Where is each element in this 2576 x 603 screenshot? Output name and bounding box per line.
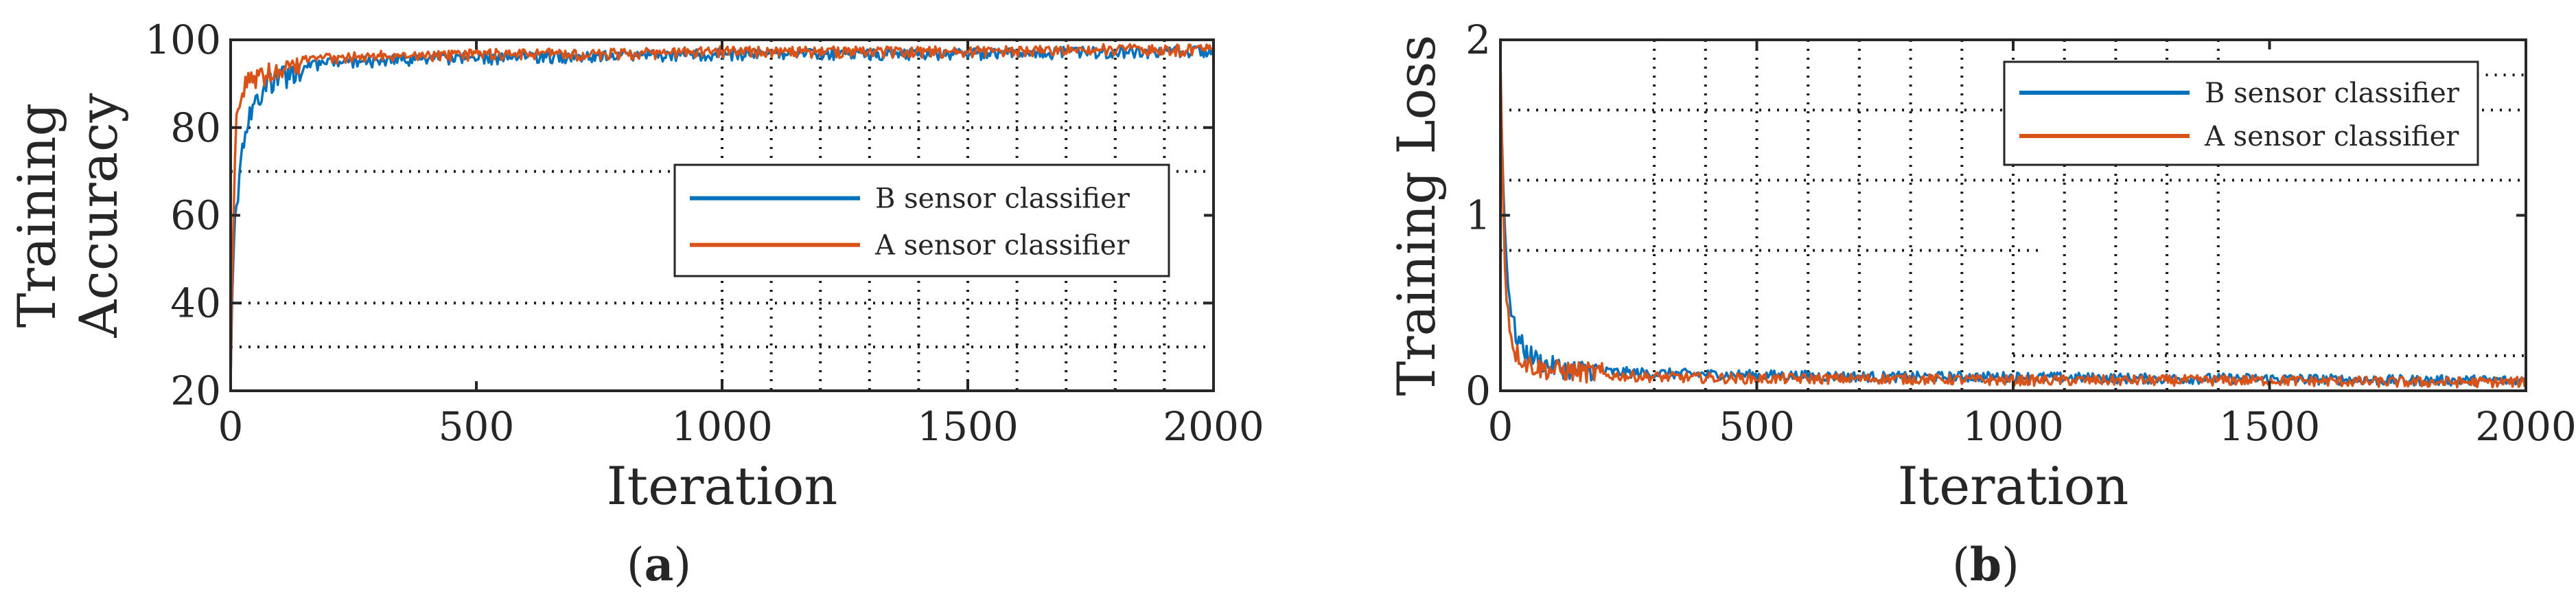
x-tick-label: 500 bbox=[439, 403, 515, 450]
y-tick-label: 1 bbox=[1465, 192, 1491, 239]
y-axis-label: Training bbox=[6, 103, 67, 328]
legend-box bbox=[2003, 60, 2479, 166]
x-tick-label: 1000 bbox=[1962, 403, 2064, 450]
panel-b-chart: 0 500 1000 1500 2000 0 1 2 Iteration Training Los… bbox=[1386, 16, 2576, 591]
x-tick-label: 0 bbox=[218, 403, 244, 450]
y-tick-label: 2 bbox=[1465, 16, 1491, 63]
x-tick-label: 1500 bbox=[2219, 403, 2321, 450]
panel-caption: (b) bbox=[1952, 538, 2019, 591]
x-tick-label: 0 bbox=[1488, 403, 1513, 450]
legend: B sensor classifier A sensor classifier bbox=[2003, 60, 2479, 166]
x-tick-label: 1500 bbox=[917, 403, 1019, 450]
y-tick-label: 80 bbox=[170, 104, 221, 151]
dotted-gridlines bbox=[1500, 40, 2526, 391]
y-axis-label: Accuracy bbox=[68, 93, 129, 338]
x-tick-label: 1000 bbox=[671, 403, 773, 450]
legend-label: B sensor classifier bbox=[875, 183, 1130, 215]
y-tick-label: 60 bbox=[170, 192, 221, 239]
x-axis-label: Iteration bbox=[1898, 455, 2129, 516]
series-group bbox=[1500, 57, 2526, 389]
panel-a-chart: 0 500 1000 1500 2000 20 40 60 80 100 Iteration Trai… bbox=[6, 16, 1264, 591]
x-tick-label: 500 bbox=[1719, 403, 1795, 450]
x-tick-label: 2000 bbox=[2475, 403, 2576, 450]
y-tick-label: 40 bbox=[170, 280, 221, 326]
y-tick-label: 100 bbox=[145, 16, 221, 63]
y-tick-label: 0 bbox=[1465, 367, 1491, 414]
y-axis-label: Training Loss bbox=[1386, 35, 1447, 396]
x-axis-label: Iteration bbox=[607, 455, 838, 516]
series-line-a-sensor bbox=[1500, 57, 2526, 389]
legend-label: A sensor classifier bbox=[874, 230, 1130, 262]
x-tick-label: 2000 bbox=[1163, 403, 1264, 450]
panel-caption: (a) bbox=[627, 538, 691, 591]
legend-box bbox=[673, 163, 1170, 277]
legend-label: A sensor classifier bbox=[2204, 121, 2459, 152]
legend: B sensor classifier A sensor classifier bbox=[673, 163, 1170, 277]
legend-label: B sensor classifier bbox=[2205, 78, 2460, 109]
y-tick-label: 20 bbox=[170, 367, 221, 414]
